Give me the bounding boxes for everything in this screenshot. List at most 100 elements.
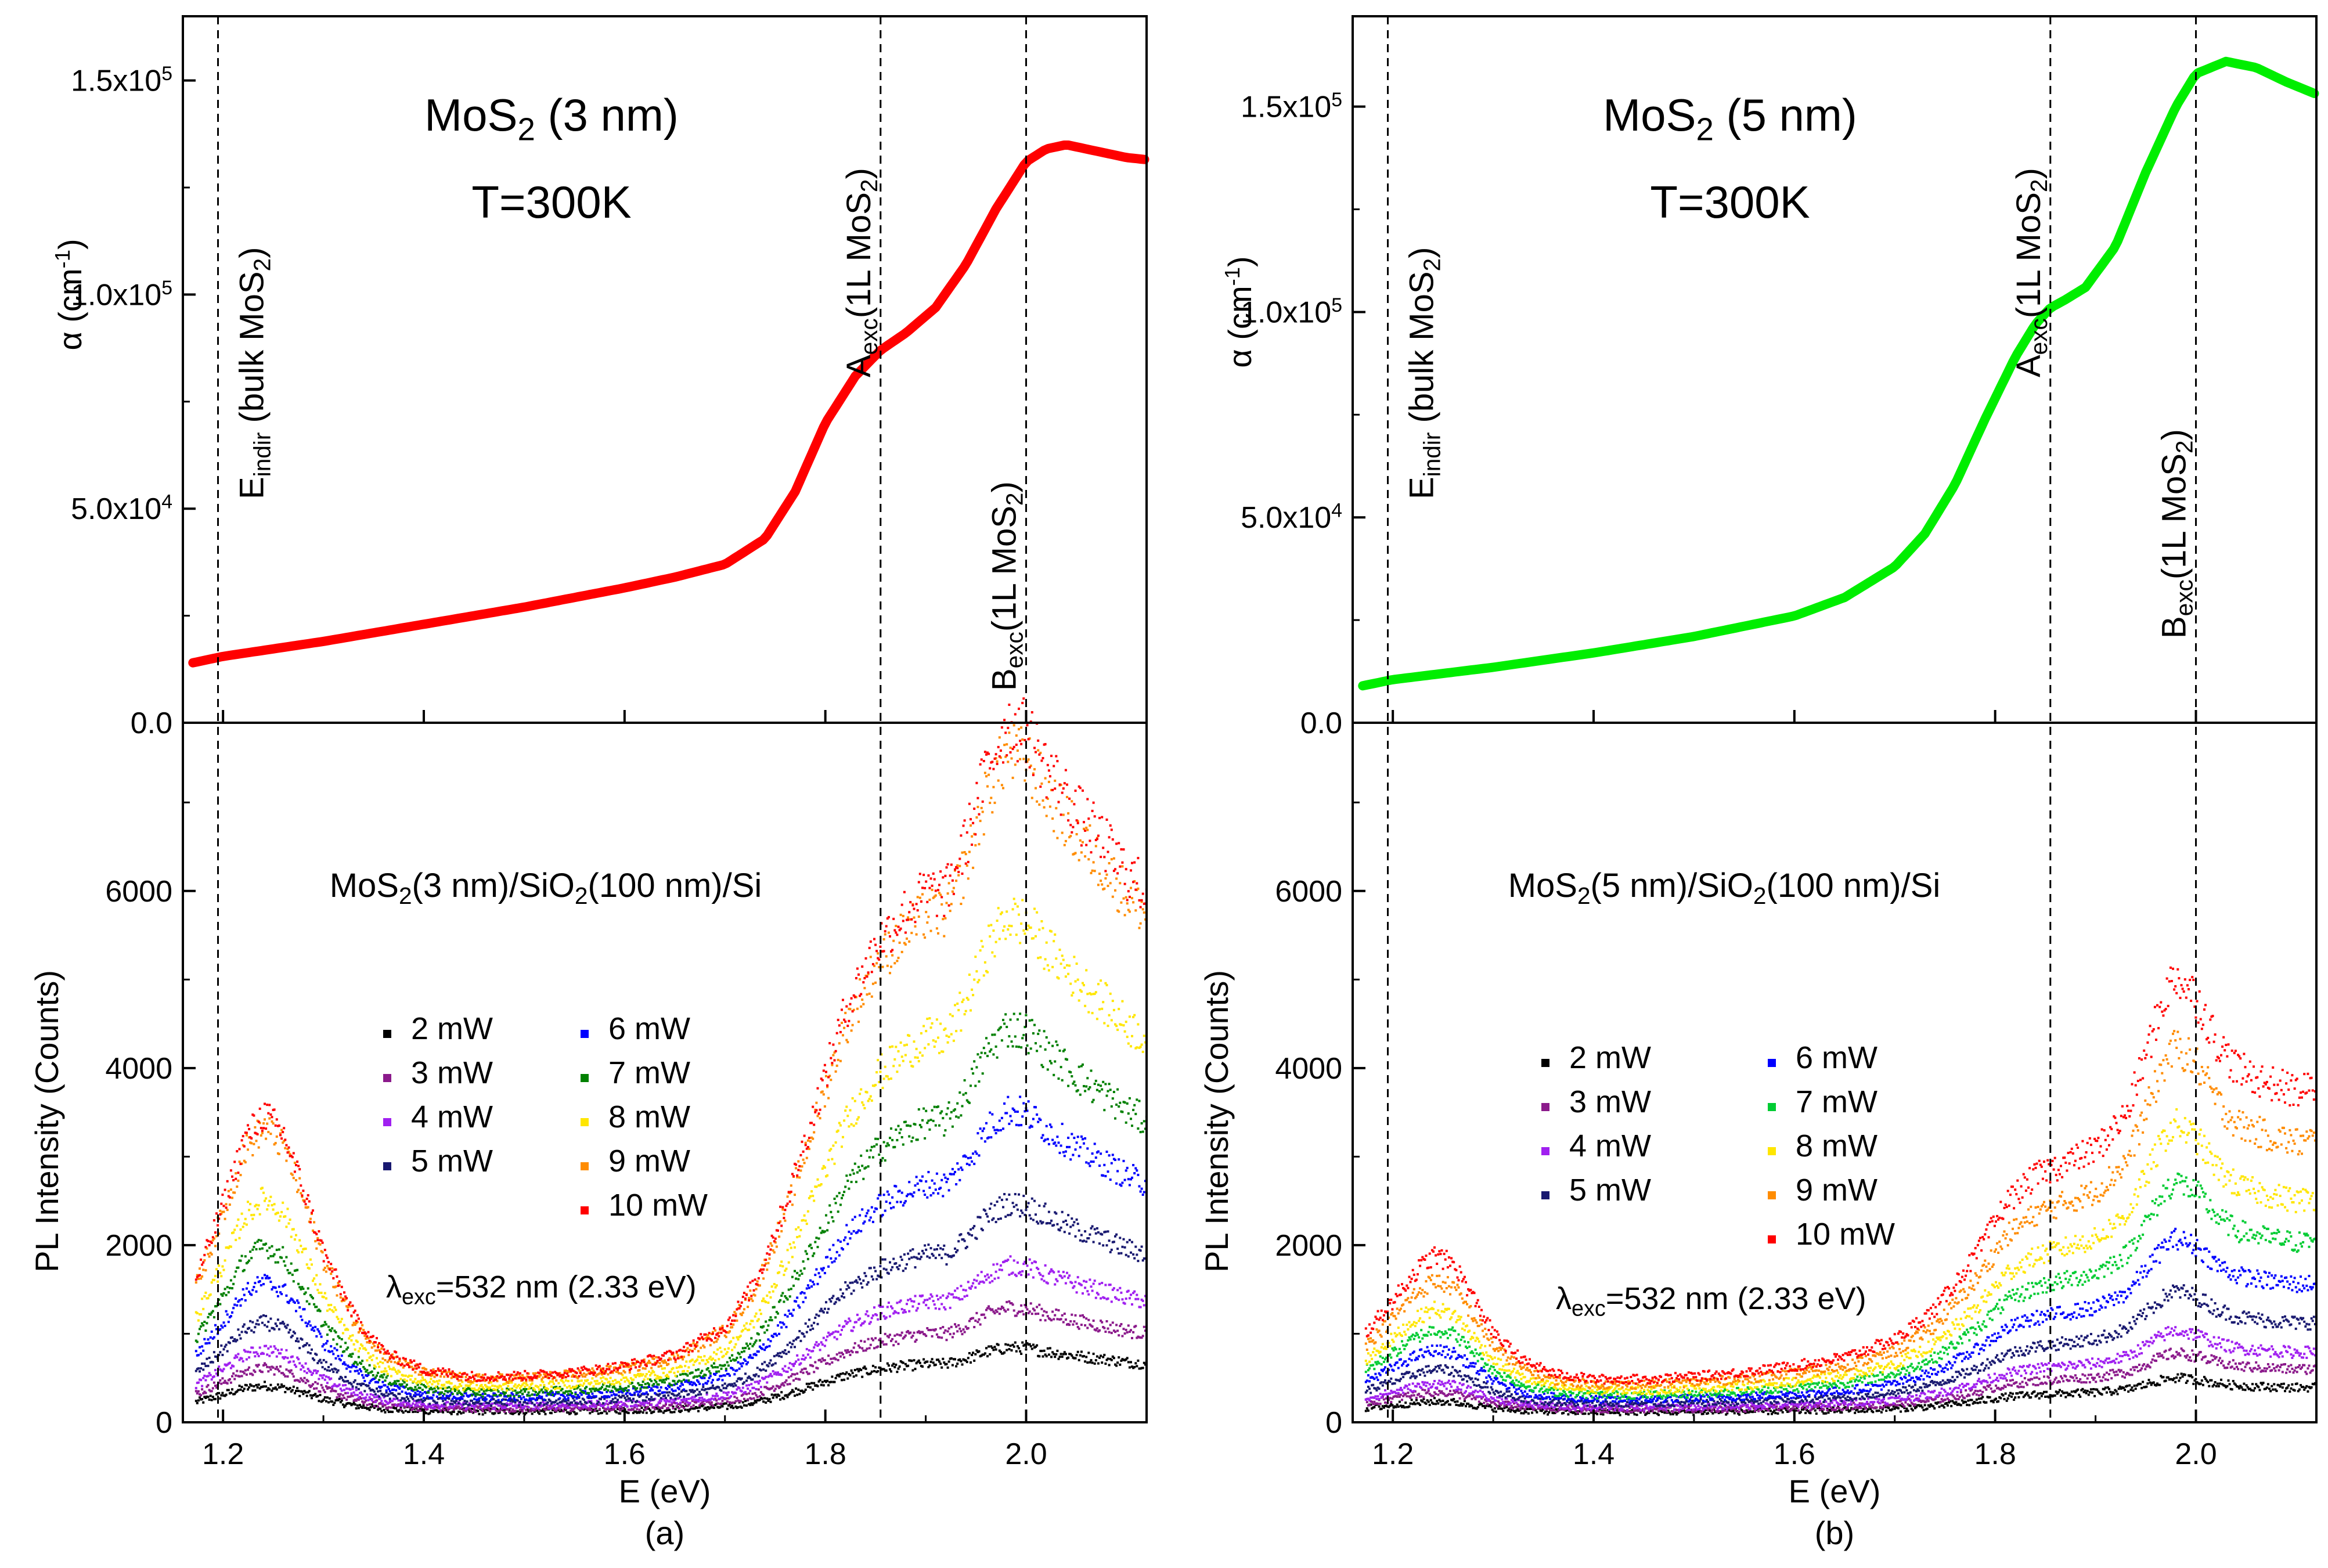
pl-point [885, 1369, 888, 1372]
pl-point [868, 1322, 871, 1325]
pl-point [283, 1260, 286, 1263]
pl-point [444, 1404, 447, 1407]
pl-point [803, 1267, 806, 1270]
pl-point [697, 1368, 700, 1371]
pl-point [272, 1255, 275, 1257]
pl-point [1138, 1249, 1141, 1252]
pl-point [749, 1376, 752, 1379]
pl-point [932, 1192, 935, 1195]
pl-point [970, 1287, 972, 1290]
pl-point [669, 1398, 672, 1401]
pl-point [267, 1257, 270, 1260]
pl-point [1068, 1324, 1071, 1327]
pl-point [674, 1382, 677, 1385]
pl-point [256, 1319, 259, 1322]
pl-point [892, 1206, 895, 1209]
pl-point [422, 1403, 425, 1405]
pl-point [369, 1355, 372, 1358]
pl-point [964, 1325, 967, 1328]
pl-point [598, 1408, 601, 1411]
pl-point [578, 1395, 581, 1398]
pl-point [238, 1375, 241, 1378]
pl-point [1084, 1137, 1087, 1140]
pl-point [694, 1369, 697, 1372]
pl-point [937, 1298, 939, 1301]
pl-point [295, 1365, 297, 1368]
pl-point [974, 1320, 977, 1322]
pl-point [632, 1408, 635, 1411]
pl-point [1008, 1122, 1011, 1125]
pl-point [1121, 1358, 1124, 1361]
pl-point [1027, 1052, 1030, 1055]
pl-point [741, 1386, 744, 1389]
pl-point [1136, 1336, 1138, 1339]
pl-point [917, 1330, 920, 1333]
pl-point [1093, 1083, 1096, 1085]
pl-point [372, 1394, 374, 1397]
pl-point [805, 1287, 808, 1290]
pl-point [547, 1398, 550, 1401]
pl-point [1009, 1255, 1012, 1258]
pl-point [268, 1366, 271, 1369]
pl-point [740, 1394, 743, 1397]
pl-point [488, 1389, 490, 1392]
pl-point [633, 1386, 636, 1389]
pl-point [549, 1392, 552, 1395]
pl-point [301, 1286, 304, 1289]
pl-point [788, 1362, 791, 1365]
pl-point [667, 1407, 670, 1410]
pl-point [727, 1404, 730, 1407]
pl-point [675, 1405, 678, 1408]
pl-point [544, 1402, 547, 1405]
pl-point [975, 1311, 978, 1314]
pl-point [733, 1391, 736, 1394]
pl-point [384, 1379, 387, 1382]
pl-point [819, 1349, 821, 1351]
pl-point [978, 1080, 981, 1083]
pl-point [685, 1390, 688, 1393]
pl-point [719, 1364, 722, 1367]
pl-point [457, 1385, 460, 1388]
pl-point [500, 1408, 503, 1411]
pl-point [444, 1390, 447, 1393]
pl-point [951, 1336, 954, 1339]
pl-point [338, 1378, 341, 1380]
pl-point [481, 1393, 484, 1395]
pl-point [783, 1323, 785, 1326]
pl-point [231, 1336, 233, 1339]
pl-point [539, 1389, 542, 1392]
pl-point [761, 1376, 763, 1379]
pl-point [1030, 1261, 1033, 1264]
pl-point [749, 1354, 752, 1357]
pl-point [1108, 1154, 1111, 1157]
pl-point [318, 1360, 320, 1362]
pl-point [1090, 1069, 1093, 1072]
pl-point [827, 1221, 830, 1224]
pl-point [395, 1370, 398, 1373]
pl-point [1026, 1342, 1029, 1345]
pl-point [954, 1289, 956, 1292]
pl-point [261, 1321, 264, 1324]
pl-point [676, 1393, 679, 1396]
pl-point [740, 1406, 743, 1409]
pl-point [731, 1391, 734, 1394]
pl-point [449, 1403, 452, 1405]
pl-point [852, 1172, 855, 1175]
pl-point [986, 1355, 989, 1358]
pl-point [1040, 1350, 1043, 1353]
pl-point [954, 1108, 956, 1111]
pl-point [1112, 1287, 1115, 1290]
pl-point [802, 1300, 805, 1303]
pl-point [367, 1384, 370, 1387]
pl-point [952, 1358, 955, 1361]
pl-point [1044, 1264, 1047, 1267]
pl-point [1138, 1306, 1141, 1309]
pl-point [1051, 1310, 1054, 1313]
pl-point [1051, 1138, 1054, 1141]
pl-point [419, 1400, 421, 1403]
pl-point [1097, 1330, 1100, 1333]
pl-point [993, 1312, 996, 1315]
pl-point [1101, 1361, 1104, 1364]
pl-point [1105, 1244, 1108, 1247]
pl-point [326, 1369, 329, 1372]
